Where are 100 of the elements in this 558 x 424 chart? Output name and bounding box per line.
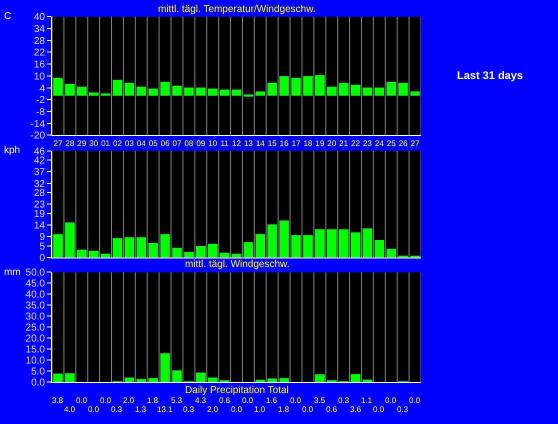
bar: [160, 353, 170, 382]
data-label: 1.8: [278, 405, 290, 414]
bar: [124, 237, 134, 258]
x-tick-label: 28: [65, 138, 75, 148]
bar: [315, 75, 325, 96]
chart-title: mittl. tägl. Temperatur/Windgeschw.: [158, 4, 316, 15]
bar: [315, 229, 325, 258]
bar: [386, 248, 396, 258]
bar: [267, 378, 277, 382]
bar: [315, 374, 325, 382]
data-label: 0.6: [219, 396, 231, 405]
x-tick-label: 07: [172, 138, 182, 148]
bar: [362, 228, 372, 258]
x-tick-label: 30: [89, 138, 99, 148]
x-tick-label: 08: [184, 138, 194, 148]
bar: [208, 378, 218, 382]
bar: [112, 80, 122, 96]
bar: [279, 378, 289, 382]
bar: [386, 82, 396, 96]
data-label: 2.0: [123, 396, 135, 405]
y-tick-label: 34: [34, 24, 46, 36]
bar: [350, 374, 360, 382]
bar: [256, 380, 266, 382]
data-label: 1.0: [254, 405, 266, 414]
bar: [267, 224, 277, 258]
y-tick-label: 40: [34, 12, 46, 24]
bar: [184, 88, 194, 96]
y-axis-title: mm: [4, 267, 21, 278]
bar: [350, 232, 360, 258]
bar: [362, 380, 372, 382]
data-label: 0.0: [231, 405, 243, 414]
data-label: 1.3: [135, 405, 147, 414]
bar: [124, 378, 134, 382]
x-tick-label: 23: [362, 138, 372, 148]
y-tick-label: 46: [34, 146, 46, 158]
data-label: 0.0: [302, 405, 314, 414]
y-tick-label: 19: [34, 208, 46, 220]
y-tick-label: 50.0: [26, 268, 46, 279]
x-tick-label: 27: [53, 138, 63, 148]
data-label: 0.0: [100, 396, 112, 405]
x-tick-label: 19: [315, 138, 325, 148]
bar: [172, 370, 182, 382]
bar: [303, 76, 313, 96]
bar: [220, 252, 230, 258]
data-label: 0.3: [397, 405, 409, 414]
y-tick-label: -2: [36, 95, 46, 106]
y-tick-label: 35.0: [26, 300, 46, 312]
data-label: 1.8: [147, 396, 159, 405]
bar: [65, 84, 75, 96]
data-label: 2.0: [207, 405, 219, 414]
bar: [362, 88, 372, 96]
data-label: 0.0: [290, 396, 302, 405]
bar: [410, 92, 420, 96]
bar: [88, 92, 98, 96]
bar: [77, 250, 87, 258]
bar: [148, 243, 158, 258]
bar: [53, 374, 63, 382]
y-tick-label: 28: [34, 188, 46, 200]
data-label: 1.6: [266, 396, 278, 405]
bar: [160, 82, 170, 96]
bar: [220, 90, 230, 96]
data-label: 0.3: [111, 405, 123, 414]
bar: [196, 246, 206, 258]
bar: [100, 254, 110, 258]
bar: [172, 248, 182, 258]
bar: [279, 76, 289, 96]
bar: [196, 372, 206, 382]
bar: [398, 82, 408, 96]
data-label: 0.0: [373, 405, 385, 414]
data-label: 5.3: [171, 396, 183, 405]
x-tick-label: 17: [292, 138, 302, 148]
bar: [112, 238, 122, 258]
y-tick-label: 37: [34, 167, 46, 178]
data-label: 0.0: [76, 396, 88, 405]
bar: [196, 88, 206, 96]
y-tick-label: 4: [39, 83, 46, 94]
bar: [136, 379, 146, 382]
y-tick-label: 0: [39, 253, 46, 264]
bar: [374, 88, 384, 96]
x-tick-label: 29: [77, 138, 87, 148]
y-tick-label: 42: [34, 156, 46, 167]
bar: [267, 82, 277, 96]
bar: [374, 240, 384, 258]
x-tick-label: 02: [113, 138, 122, 148]
bar: [232, 90, 242, 96]
bar: [136, 86, 146, 96]
x-tick-label: 05: [148, 138, 158, 148]
x-tick-label: 13: [244, 138, 254, 148]
y-axis-title: C: [4, 11, 12, 22]
y-tick-label: 14: [34, 220, 46, 232]
bar: [65, 222, 75, 258]
bar: [136, 237, 146, 258]
x-tick-label: 03: [124, 138, 134, 148]
x-tick-label: 16: [280, 138, 290, 148]
data-label: 0.3: [338, 396, 350, 405]
bar: [184, 252, 194, 258]
data-label: 4.0: [64, 405, 76, 414]
bar: [53, 234, 63, 258]
y-tick-label: -20: [30, 130, 46, 142]
data-label: 0.0: [242, 396, 254, 405]
